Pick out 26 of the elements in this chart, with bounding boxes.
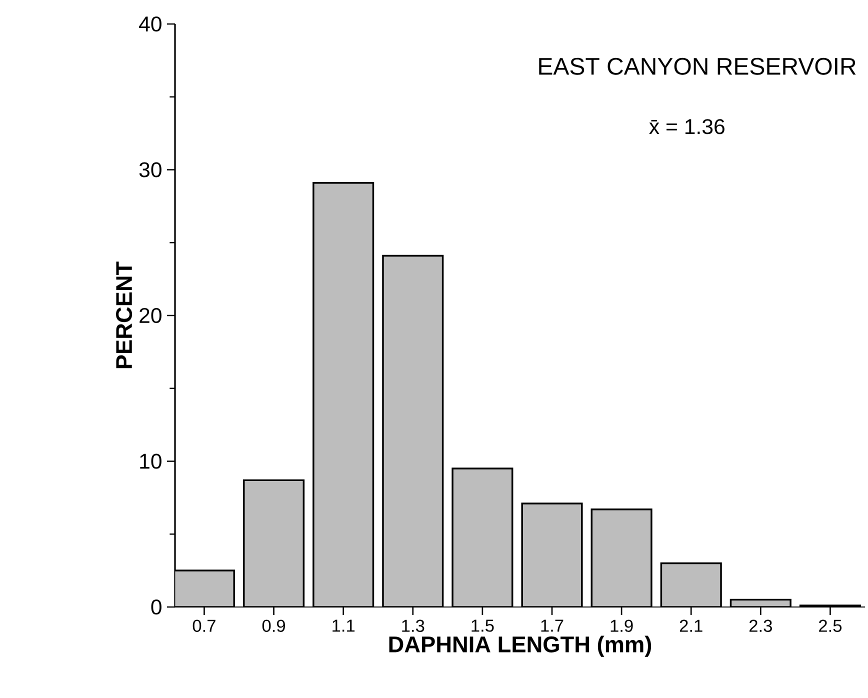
x-tick-label: 1.7 <box>541 620 564 632</box>
bar <box>452 468 514 607</box>
x-tick-label: 2.1 <box>680 620 702 632</box>
y-tick-label: 20 <box>140 308 162 324</box>
bar <box>382 254 444 607</box>
x-tick-label: 1.3 <box>402 620 424 632</box>
bar <box>590 508 652 607</box>
x-tick-label: 0.7 <box>192 620 216 632</box>
text: EAST CANYON RESERVOIR <box>539 58 856 75</box>
x-tick-label: 2.3 <box>749 620 772 632</box>
y-tick-label: 10 <box>140 454 162 469</box>
y-tick-label: 30 <box>139 162 162 178</box>
bar <box>242 479 305 607</box>
y-tick-label: 0 <box>151 599 162 615</box>
y-axis-title: PERCENT <box>116 262 132 368</box>
x-tick-label: 1.1 <box>332 620 355 632</box>
annotation: x̄ = 1.36 <box>649 119 724 134</box>
x-tick-label: 1.5 <box>472 620 494 632</box>
x-tick-label: 0.9 <box>262 620 286 632</box>
bar <box>312 182 374 607</box>
x-axis-title: DAPHNIA LENGTH (mm) <box>389 636 652 657</box>
y-tick-label: 40 <box>139 16 162 32</box>
bar <box>660 562 722 607</box>
bar <box>521 502 583 607</box>
x-tick-label: 2.5 <box>819 620 842 632</box>
x-tick-label: 1.9 <box>610 620 633 632</box>
